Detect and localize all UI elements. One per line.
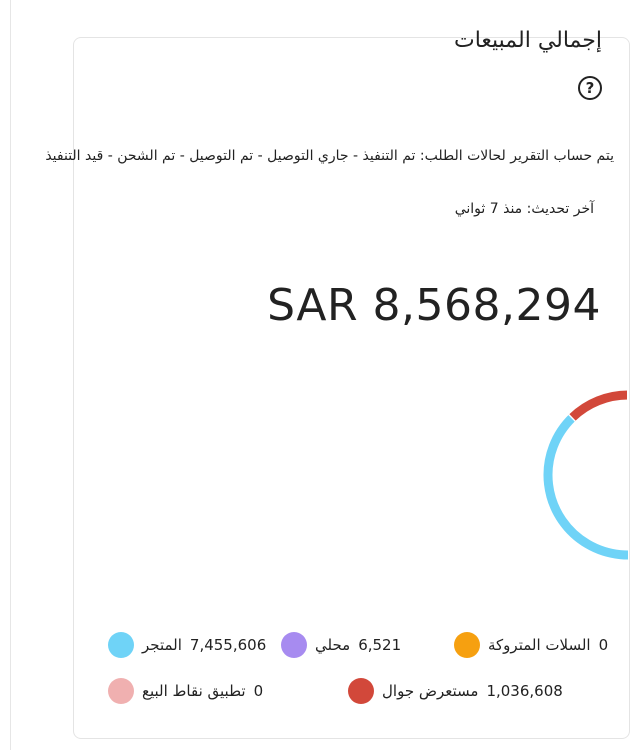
sales-total: SAR 8,568,294: [267, 280, 601, 331]
last-updated: آخر تحديث: منذ 7 ثواني: [454, 201, 594, 217]
legend-item[interactable]: محلي 6,521: [281, 632, 401, 658]
status-note: يتم حساب التقرير لحالات الطلب: تم التنفي…: [45, 148, 614, 164]
legend-value: 0: [253, 682, 264, 700]
legend-dot: [108, 678, 134, 704]
legend-dot: [108, 632, 134, 658]
legend-item[interactable]: السلات المتروكة 0: [454, 632, 608, 658]
legend-item[interactable]: مستعرض جوال 1,036,608: [348, 678, 563, 704]
legend-label: السلات المتروكة: [488, 636, 591, 654]
legend-dot: [454, 632, 480, 658]
donut-segment[interactable]: [543, 395, 628, 560]
legend-value: 6,521: [358, 636, 402, 654]
window-edge: [10, 0, 11, 750]
legend-label: مستعرض جوال: [382, 682, 479, 700]
card-title: إجمالي المبيعات: [453, 28, 602, 53]
legend-value: 1,036,608: [486, 682, 563, 700]
legend-value: 7,455,606: [189, 636, 267, 654]
legend-label: محلي: [315, 636, 351, 654]
legend-label: المتجر: [142, 636, 182, 654]
legend-item[interactable]: تطبيق نقاط البيع 0: [108, 678, 263, 704]
legend-value: 0: [598, 636, 609, 654]
donut-segment[interactable]: [569, 390, 628, 421]
legend-item[interactable]: المتجر 7,455,606: [108, 632, 266, 658]
legend-dot: [348, 678, 374, 704]
legend-dot: [281, 632, 307, 658]
legend-label: تطبيق نقاط البيع: [142, 682, 246, 700]
donut-chart: [543, 389, 628, 560]
help-icon[interactable]: ?: [578, 76, 602, 100]
sales-card: [73, 37, 630, 739]
